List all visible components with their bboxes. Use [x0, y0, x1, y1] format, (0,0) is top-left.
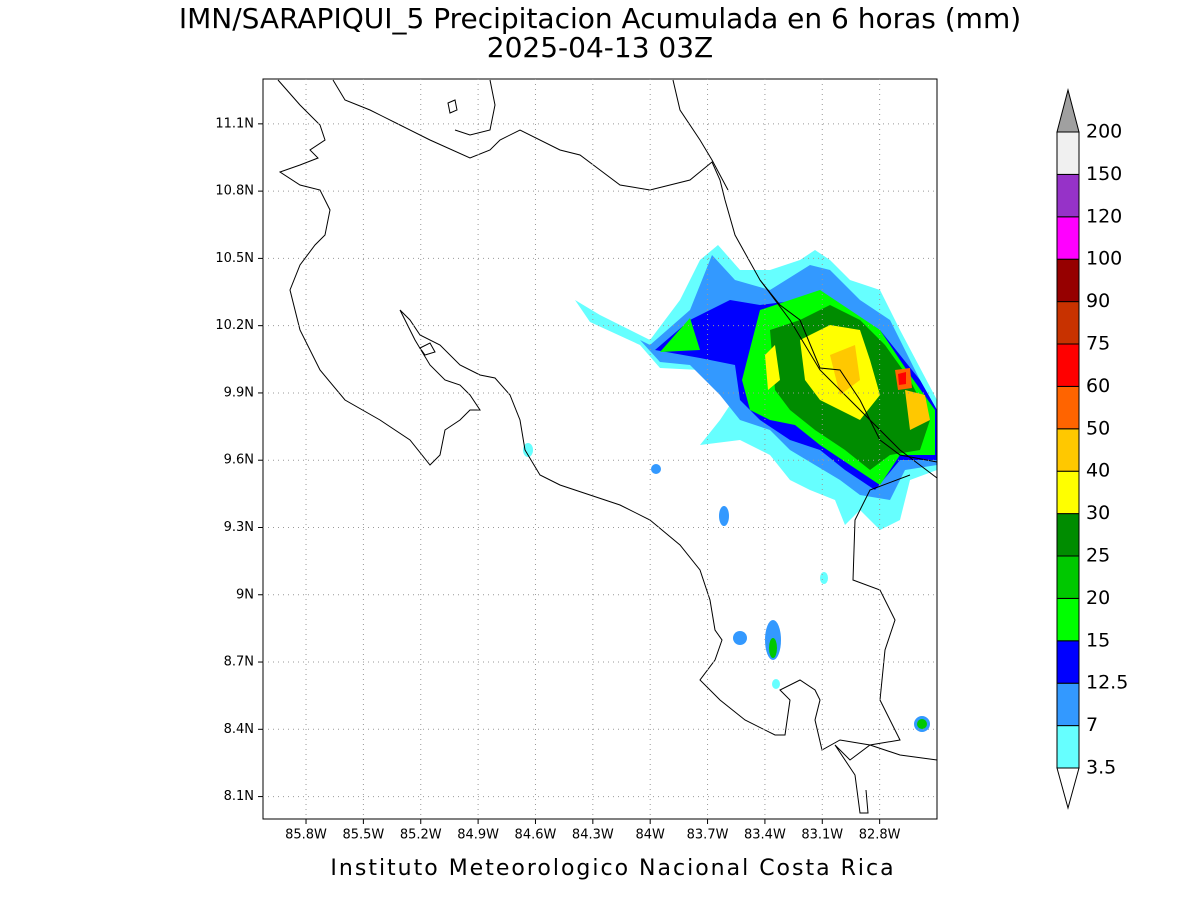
- x-tick-label: 84.9W: [457, 828, 499, 843]
- x-tick-label: 82.8W: [859, 828, 901, 843]
- colorbar-box: [1056, 385, 1080, 430]
- colorbar-label: 200: [1086, 121, 1122, 143]
- x-tick-label: 84.3W: [572, 828, 614, 843]
- y-tick-label: 8.1N: [224, 789, 254, 804]
- colorbar-label: 120: [1086, 205, 1122, 227]
- colorbar-box: [1056, 470, 1080, 515]
- colorbar-label: 100: [1086, 248, 1122, 270]
- x-tick-label: 85.8W: [285, 828, 327, 843]
- colorbar-label: 25: [1086, 545, 1110, 567]
- y-tick-label: 10.5N: [215, 251, 254, 266]
- x-tick-label: 85.5W: [342, 828, 384, 843]
- colorbar-box: [1056, 173, 1080, 218]
- colorbar-label: 15: [1086, 629, 1110, 651]
- colorbar-box: [1056, 428, 1080, 472]
- colorbar-box: [1056, 682, 1080, 727]
- y-tick-label: 11.1N: [215, 116, 254, 131]
- colorbar-box: [1056, 555, 1080, 599]
- colorbar-box: [1056, 597, 1080, 642]
- x-tick-label: 83.1W: [801, 828, 843, 843]
- colorbar-label: 50: [1086, 417, 1110, 439]
- x-tick-label: 83.7W: [687, 828, 729, 843]
- colorbar-label: 20: [1086, 587, 1110, 609]
- colorbar-label: 60: [1086, 375, 1110, 397]
- colorbar-label: 30: [1086, 502, 1110, 524]
- y-tick-label: 8.4N: [224, 722, 254, 737]
- subtitle: 2025-04-13 03Z: [487, 31, 713, 64]
- colorbar-label: 150: [1086, 163, 1122, 185]
- precipitation-field: [523, 245, 937, 732]
- y-tick-label: 9.9N: [224, 385, 254, 400]
- x-tick-label: 84.6W: [515, 828, 557, 843]
- x-tick-label: 83.4W: [744, 828, 786, 843]
- x-tick-label: 85.2W: [400, 828, 442, 843]
- y-tick-label: 8.7N: [224, 655, 254, 670]
- y-tick-label: 9.3N: [224, 520, 254, 535]
- y-tick-label: 9.6N: [224, 453, 254, 468]
- colorbar-box: [1056, 640, 1080, 684]
- colorbar-box: [1056, 216, 1080, 260]
- colorbar-label: 40: [1086, 460, 1110, 482]
- colorbar-over: [1056, 88, 1080, 133]
- colorbar-box: [1056, 301, 1080, 345]
- coastline: [277, 79, 938, 814]
- colorbar-label: 3.5: [1086, 757, 1116, 779]
- colorbar-label: 75: [1086, 333, 1110, 355]
- colorbar-label: 90: [1086, 290, 1110, 312]
- footer: Instituto Meteorologico Nacional Costa R…: [330, 856, 895, 881]
- colorbar-box: [1056, 343, 1080, 387]
- colorbar-box: [1056, 258, 1080, 303]
- colorbar-box: [1056, 131, 1080, 175]
- x-tick-label: 84W: [635, 828, 665, 843]
- colorbar-label: 7: [1086, 714, 1098, 736]
- y-tick-label: 10.8N: [215, 184, 254, 199]
- colorbar-box: [1056, 513, 1080, 557]
- title: IMN/SARAPIQUI_5 Precipitacion Acumulada …: [179, 2, 1021, 35]
- map-frame: [262, 78, 938, 820]
- colorbar-under: [1056, 767, 1080, 810]
- colorbar-label: 12.5: [1086, 672, 1128, 694]
- colorbar-box: [1056, 725, 1080, 769]
- y-tick-label: 9N: [236, 587, 254, 602]
- y-tick-label: 10.2N: [215, 318, 254, 333]
